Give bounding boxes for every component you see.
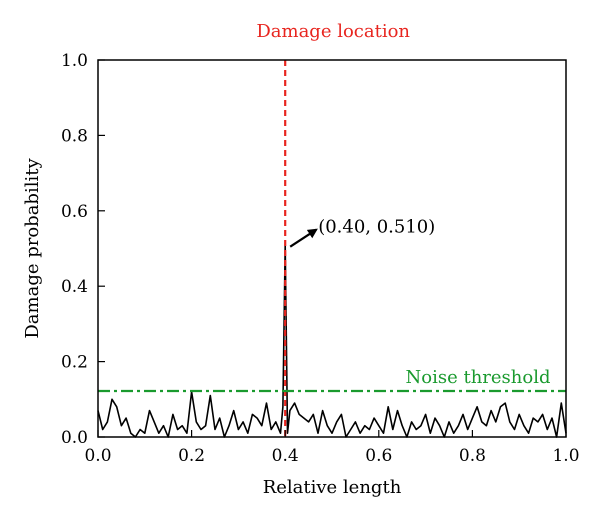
plot-area-frame	[97, 59, 567, 438]
series-layer	[97, 243, 567, 438]
x-tick-label: 0.8	[459, 446, 486, 466]
ticks-layer: 0.0 0.2 0.4 0.6 0.8 1.0 0.0 0.2 0.4 0.6 0.8 1.0	[61, 51, 580, 466]
y-tick-label: 0.0	[61, 428, 88, 448]
x-tick-label: 0.0	[84, 446, 111, 466]
reference-lines-layer	[98, 60, 566, 437]
peak-annotation-label: (0.40, 0.510)	[318, 217, 435, 238]
peak-arrow-icon	[289, 228, 318, 248]
y-axis-title: Damage probability	[22, 158, 43, 339]
x-axis-title: Relative length	[263, 477, 402, 498]
noise-threshold-label: Noise threshold	[406, 367, 551, 388]
series-line	[97, 243, 567, 438]
damage-location-label: Damage location	[256, 21, 410, 42]
x-tick-label: 0.6	[365, 446, 392, 466]
y-tick-label: 0.8	[61, 126, 88, 146]
x-tick-label: 0.2	[178, 446, 205, 466]
x-tick-label: 1.0	[552, 446, 579, 466]
x-tick-label: 0.4	[272, 446, 299, 466]
y-tick-label: 0.6	[61, 202, 88, 222]
y-tick-label: 1.0	[61, 51, 88, 71]
y-tick-label: 0.4	[61, 277, 88, 297]
y-tick-label: 0.2	[61, 353, 88, 373]
